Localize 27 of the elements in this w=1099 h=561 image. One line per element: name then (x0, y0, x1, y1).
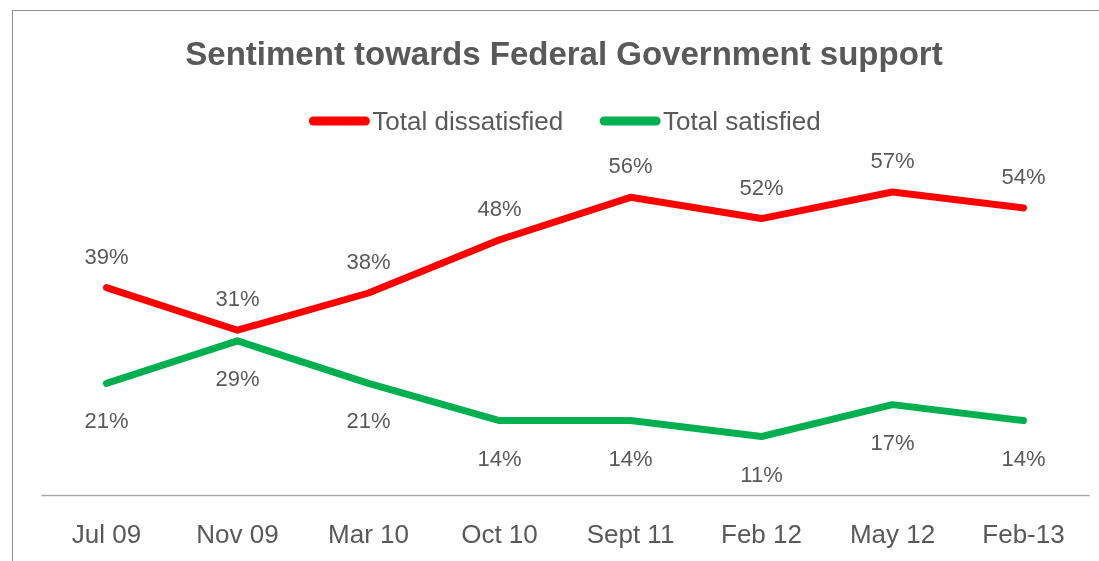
data-label: 57% (870, 148, 915, 173)
legend-label: Total satisfied (663, 106, 821, 136)
data-label: 14% (608, 445, 653, 471)
data-label: 14% (1001, 445, 1046, 471)
x-tick-label: Sept 11 (586, 519, 675, 549)
data-label: 17% (870, 429, 915, 455)
data-label: 31% (215, 286, 260, 312)
x-tick-label: Oct 10 (461, 519, 538, 549)
data-label: 52% (739, 174, 784, 200)
data-label: 48% (477, 195, 522, 221)
data-label: 14% (477, 445, 522, 471)
legend-label: Total dissatisfied (372, 106, 564, 136)
data-label: 11% (740, 461, 783, 487)
data-label: 39% (84, 243, 129, 269)
x-tick-label: Nov 09 (196, 519, 279, 549)
x-tick-label: Jul 09 (71, 519, 142, 549)
data-label: 21% (346, 408, 391, 434)
x-tick-label: May 12 (849, 519, 936, 549)
data-label: 56% (608, 153, 653, 179)
data-label: 29% (215, 365, 260, 391)
data-label: 21% (84, 408, 129, 434)
data-label: 54% (1001, 163, 1046, 189)
x-tick-label: Feb 12 (721, 519, 802, 549)
chart-title: Sentiment towards Federal Government support (185, 35, 943, 72)
data-label: 38% (346, 249, 391, 274)
x-tick-label: Mar 10 (328, 519, 409, 549)
x-tick-label: Feb-13 (982, 519, 1065, 549)
